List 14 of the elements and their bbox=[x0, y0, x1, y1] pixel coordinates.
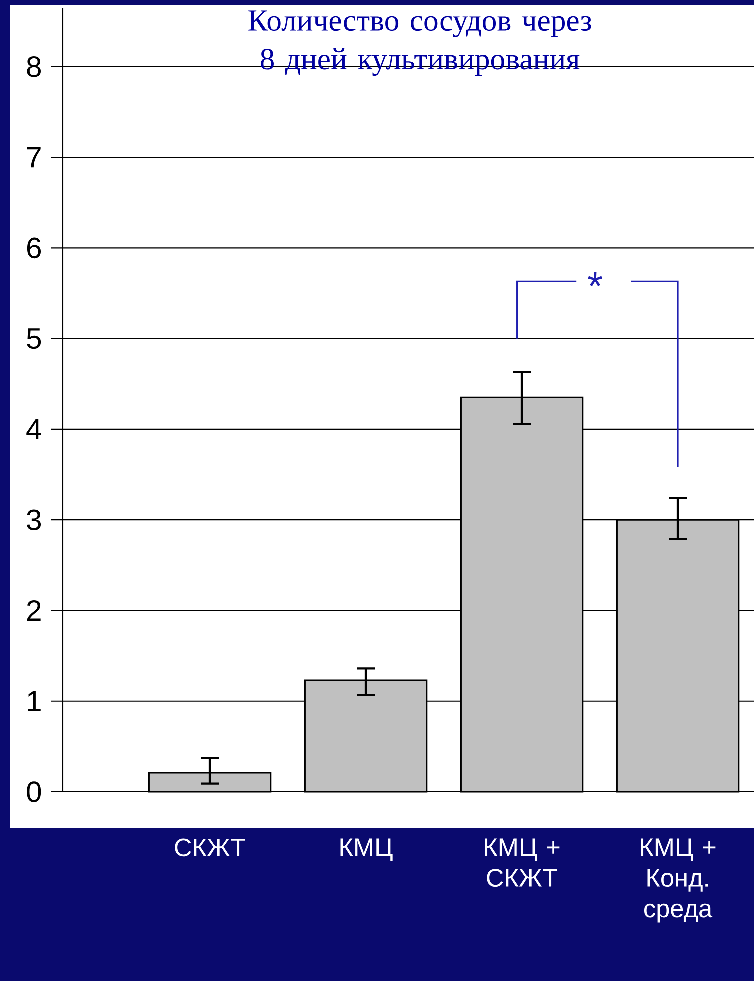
x-tick-label: СКЖТ bbox=[175, 838, 246, 857]
y-tick-label: 1 bbox=[28, 691, 41, 712]
y-tick-label: 2 bbox=[27, 600, 41, 621]
x-tick-label: КМЦ + СКЖТ bbox=[485, 838, 560, 888]
annotation: * bbox=[588, 272, 602, 287]
x-tick-label: КМЦ + Конд. среда bbox=[641, 838, 716, 923]
y-tick-label: 8 bbox=[27, 56, 42, 78]
y-tick-label: 5 bbox=[27, 328, 42, 350]
y-tick-label: 0 bbox=[27, 782, 42, 802]
y-tick-label: 3 bbox=[27, 510, 42, 530]
y-tick-label: 7 bbox=[27, 147, 41, 168]
y-tick-label: 6 bbox=[27, 238, 42, 259]
y-tick-label: 4 bbox=[26, 419, 42, 440]
x-tick-label: КМЦ bbox=[340, 838, 393, 862]
